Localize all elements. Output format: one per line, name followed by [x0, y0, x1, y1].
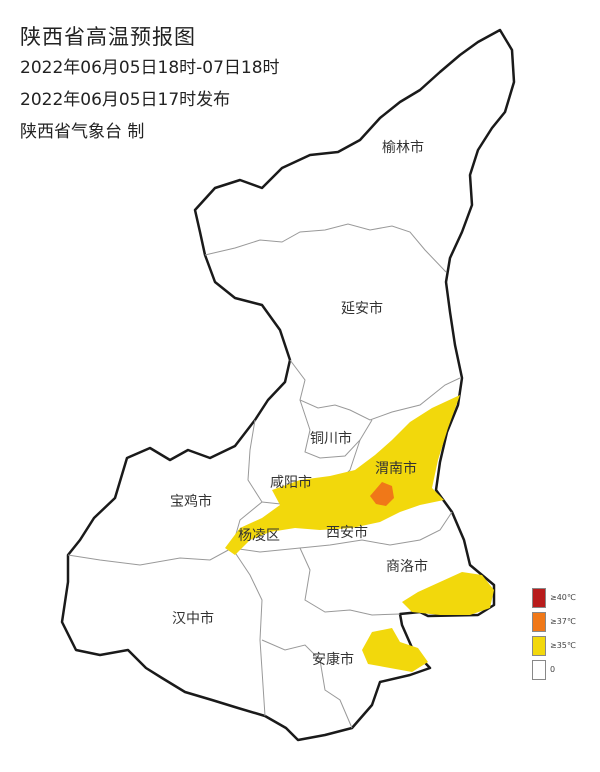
legend-label-0: 0 [550, 665, 556, 674]
boundary-ankang-inner [261, 639, 353, 729]
legend-label-35: ≥35℃ [550, 641, 576, 650]
issue-time: 2022年06月05日17时发布 [20, 90, 231, 110]
label-yanan: 延安市 [341, 300, 383, 317]
label-shangluo: 商洛市 [386, 558, 428, 575]
city-boundaries [67, 223, 461, 729]
issuer: 陕西省气象台 制 [20, 122, 145, 142]
label-ankang: 安康市 [312, 651, 354, 668]
legend-swatch-35 [532, 636, 546, 656]
boundary-hanzhong-ankang [231, 547, 266, 717]
zone-35c-shangluo [402, 572, 494, 615]
label-xian: 西安市 [326, 524, 368, 541]
label-hanzhong: 汉中市 [172, 610, 214, 627]
zone-35c-guanzhong [225, 395, 460, 555]
label-yangling: 杨凌区 [238, 528, 280, 544]
label-xianyang: 咸阳市 [270, 474, 312, 491]
zone-35c [225, 395, 494, 672]
legend-item-37: ≥37℃ [532, 612, 576, 634]
boundary-baoji-hanzhong [67, 547, 233, 566]
forecast-period: 2022年06月05日18时-07日18时 [20, 58, 280, 78]
label-tongchuan: 铜川市 [310, 430, 352, 447]
legend-swatch-0 [532, 660, 546, 680]
map-title: 陕西省高温预报图 [20, 25, 196, 49]
boundary-shangluo-ankang [299, 547, 401, 616]
label-yulin: 榆林市 [382, 139, 424, 156]
map-header: 陕西省高温预报图 2022年06月05日18时-07日18时 2022年06月0… [20, 22, 280, 148]
legend-item-0: 0 [532, 660, 566, 682]
legend-item-40: ≥40℃ [532, 588, 576, 610]
zone-35c-ankang [362, 628, 428, 672]
legend-swatch-40 [532, 588, 546, 608]
boundary-yanan-south [289, 359, 461, 421]
label-baoji: 宝鸡市 [170, 493, 212, 510]
boundary-xianyang-west [231, 419, 263, 549]
legend-label-40: ≥40℃ [550, 593, 576, 602]
legend-item-35: ≥35℃ [532, 636, 576, 658]
legend-label-37: ≥37℃ [550, 617, 576, 626]
province-outline [60, 28, 516, 742]
boundary-yulin-yanan [204, 223, 447, 273]
label-weinan: 渭南市 [375, 460, 417, 477]
boundary-xian-south [231, 511, 453, 553]
zone-37c-weinan [370, 482, 394, 506]
legend-swatch-37 [532, 612, 546, 632]
